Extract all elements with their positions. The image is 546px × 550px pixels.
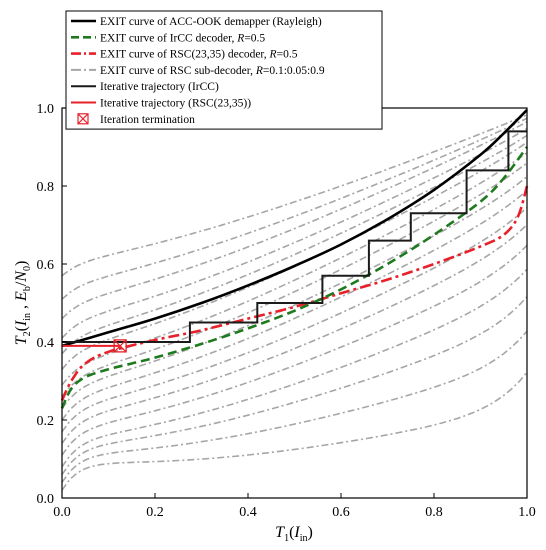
legend-entry: EXIT curve of RSC(23,35) decoder, R=0.5 <box>71 49 298 61</box>
rsc-sub-decoder-curve <box>61 117 528 300</box>
rsc-sub-decoder-curve <box>61 114 528 277</box>
y-tick-label: 0.6 <box>37 258 55 273</box>
y-tick-label: 0.2 <box>37 414 55 429</box>
x-tick-label: 0.0 <box>53 505 71 520</box>
legend-entry: Iterative trajectory (RSC(23,35)) <box>71 98 251 110</box>
rsc-sub-decoder-curve <box>61 330 528 483</box>
legend-entry: EXIT curve of ACC-OOK demapper (Rayleigh… <box>71 16 322 28</box>
rsc-sub-decoder-curve <box>61 371 528 491</box>
legend-box <box>65 10 383 130</box>
legend-entry: Iteration termination <box>77 113 195 126</box>
legend-entry: EXIT curve of RSC sub-decoder, R=0.1:0.0… <box>71 65 325 77</box>
y-tick-label: 0.4 <box>37 336 55 351</box>
rsc-sub-decoder-curve <box>61 127 528 339</box>
legend-entry: Iterative trajectory (IrCC) <box>71 81 219 93</box>
x-axis-label: T1(Iin) <box>275 524 313 544</box>
x-tick-label: 0.2 <box>146 505 164 520</box>
main-curves <box>60 108 529 409</box>
acc-ook-demapper-curve <box>61 108 528 348</box>
rsc-sub-decoder-curve <box>61 175 528 409</box>
legend-label: EXIT curve of ACC-OOK demapper (Rayleigh… <box>100 16 322 28</box>
y-tick-label: 0.0 <box>37 492 55 507</box>
legend-label: EXIT curve of RSC(23,35) decoder, R=0.5 <box>100 49 298 61</box>
legend-entry: EXIT curve of IrCC decoder, R=0.5 <box>71 32 265 44</box>
rsc-23-35-decoder-curve <box>60 185 529 402</box>
legend-label: Iterative trajectory (IrCC) <box>100 81 219 93</box>
rsc-sub-decoder-curve <box>61 189 528 421</box>
rsc-sub-decoder-curve <box>61 244 528 456</box>
y-tick-label: 0.8 <box>37 180 55 195</box>
rsc-sub-decoder-curve <box>61 206 528 433</box>
rsc-sub-decoder-curve <box>61 224 528 444</box>
iteration-termination-marker <box>113 339 127 353</box>
y-tick-label: 1.0 <box>37 102 55 117</box>
x-tick-label: 1.0 <box>518 505 536 520</box>
axis-ticks: 0.0 0.2 0.4 0.6 0.8 1.0 0.0 0.2 0.4 0.6 0.8 1.0 <box>37 102 536 520</box>
rsc-sub-decoder-curve <box>61 120 528 320</box>
x-tick-label: 0.8 <box>425 505 443 520</box>
ircc-trajectory <box>62 130 527 343</box>
y-axis-label: T2(Iin , Eb/N0) <box>13 261 33 346</box>
rsc-sub-decoder-curve <box>61 268 528 468</box>
legend-label: Iteration termination <box>100 114 195 126</box>
x-tick-label: 0.4 <box>239 505 257 520</box>
legend: EXIT curve of ACC-OOK demapper (Rayleigh… <box>65 10 383 130</box>
ircc-decoder-curve <box>60 146 529 409</box>
rsc-sub-decoder-curve <box>61 151 528 386</box>
legend-label: EXIT curve of IrCC decoder, R=0.5 <box>100 32 265 44</box>
legend-label: EXIT curve of RSC sub-decoder, R=0.1:0.0… <box>100 65 325 77</box>
legend-label: Iterative trajectory (RSC(23,35)) <box>100 98 251 110</box>
x-tick-label: 0.6 <box>332 505 350 520</box>
